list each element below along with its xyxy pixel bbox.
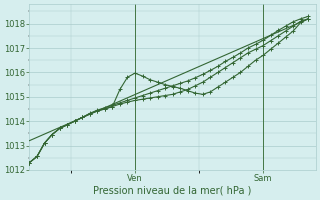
X-axis label: Pression niveau de la mer( hPa ): Pression niveau de la mer( hPa ) xyxy=(93,186,252,196)
